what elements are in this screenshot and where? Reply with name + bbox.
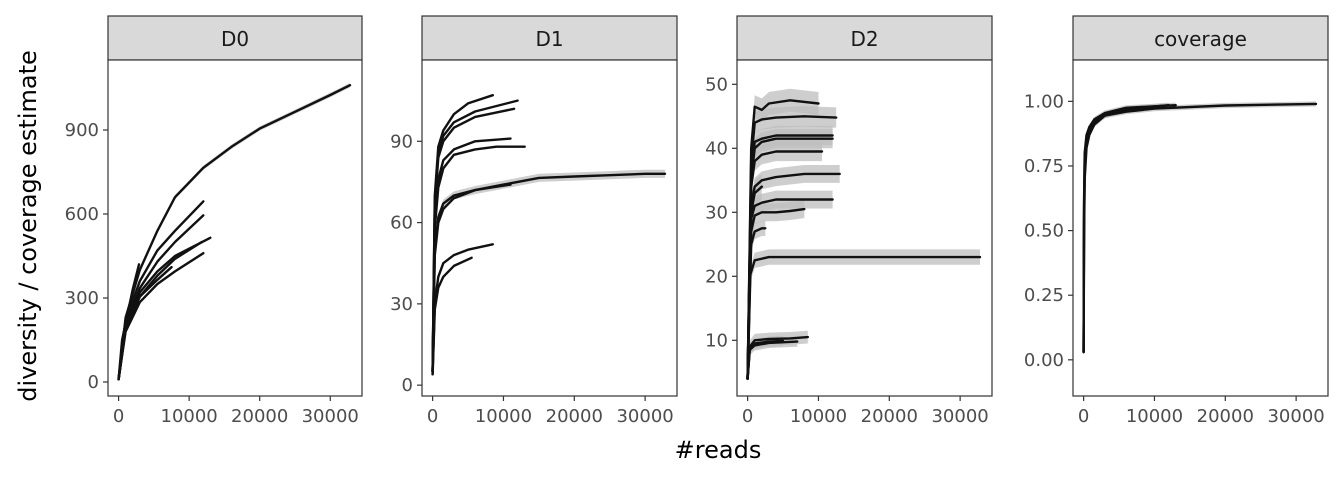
y-tick-label: 0.00 (1024, 350, 1064, 371)
series-line-9 (431, 256, 473, 376)
series-group (117, 83, 352, 381)
x-tick-label: 30000 (302, 406, 359, 427)
y-tick-label: 40 (705, 138, 728, 159)
facet-strip-label: D1 (535, 27, 563, 51)
facet-panel-d1: D1 0 10000 20000 30000 0 30 60 90 (390, 15, 678, 427)
facet-strip-label: D0 (221, 27, 249, 51)
series-group (746, 88, 982, 382)
y-tick-label: 900 (65, 120, 99, 141)
series-line-4 (1082, 102, 1318, 354)
y-tick-label: 30 (705, 202, 728, 223)
y-tick-label: 0.50 (1024, 221, 1064, 242)
x-tick-label: 20000 (231, 406, 288, 427)
x-tick-label: 30000 (616, 406, 673, 427)
confidence-band-14 (747, 336, 798, 380)
series-group (431, 93, 667, 376)
x-tick-label: 0 (742, 406, 753, 427)
y-tick-label: 50 (705, 74, 728, 95)
plot-area (108, 60, 362, 396)
x-tick-label: 30000 (1267, 406, 1324, 427)
series-line-8 (117, 83, 352, 381)
x-axis-title: #reads (675, 436, 762, 464)
y-tick-label: 1.00 (1024, 91, 1064, 112)
series-line-3 (431, 107, 516, 373)
facet-strip (421, 15, 678, 61)
x-tick-label: 30000 (931, 406, 988, 427)
x-tick-label: 10000 (790, 406, 847, 427)
x-tick-label: 0 (427, 406, 438, 427)
facet-strip-label: D2 (850, 27, 878, 51)
x-tick-label: 20000 (546, 406, 603, 427)
panel-border (1072, 59, 1329, 397)
x-tick-label: 10000 (161, 406, 218, 427)
facet-panel-d2: D2 0 10000 20000 30000 10 20 30 40 50 (705, 15, 993, 427)
y-tick-label: 0 (402, 375, 413, 396)
y-tick-label: 0.25 (1024, 285, 1064, 306)
series-group (1082, 101, 1318, 354)
series-line-5 (431, 145, 526, 373)
y-tick-label: 60 (390, 213, 413, 234)
facet-strip (736, 15, 993, 61)
x-tick-label: 0 (1078, 406, 1089, 427)
panel-border (107, 59, 363, 397)
series-line-2 (746, 115, 838, 380)
facet-strip (107, 15, 363, 61)
x-tick-label: 20000 (1197, 406, 1254, 427)
series-line-14 (746, 340, 799, 380)
y-tick-label: 600 (65, 204, 99, 225)
confidence-band-11 (747, 249, 980, 381)
y-axis-title: diversity / coverage estimate (14, 50, 42, 402)
x-tick-label: 20000 (861, 406, 918, 427)
series-line-11 (746, 255, 982, 380)
y-tick-label: 0 (88, 372, 99, 393)
x-tick-label: 10000 (475, 406, 532, 427)
facet-strip-label: coverage (1154, 27, 1247, 51)
panel-border (421, 59, 678, 397)
x-tick-label: 10000 (1126, 406, 1183, 427)
panel-border (736, 59, 993, 397)
y-tick-label: 10 (705, 330, 728, 351)
x-tick-label: 0 (113, 406, 124, 427)
series-line-7 (431, 183, 512, 373)
y-tick-label: 90 (390, 131, 413, 152)
facet-panel-coverage: coverage 0 10000 20000 30000 0.00 0.25 0.50 0.75… (1024, 15, 1329, 427)
facet-strip (1072, 15, 1329, 61)
facet-panel-d0: D0 0 10000 20000 30000 0 300 600 900 (65, 15, 363, 427)
y-tick-label: 0.75 (1024, 156, 1064, 177)
y-tick-label: 30 (390, 294, 413, 315)
y-tick-label: 20 (705, 266, 728, 287)
series-line-5 (746, 150, 824, 380)
y-tick-label: 300 (65, 288, 99, 309)
